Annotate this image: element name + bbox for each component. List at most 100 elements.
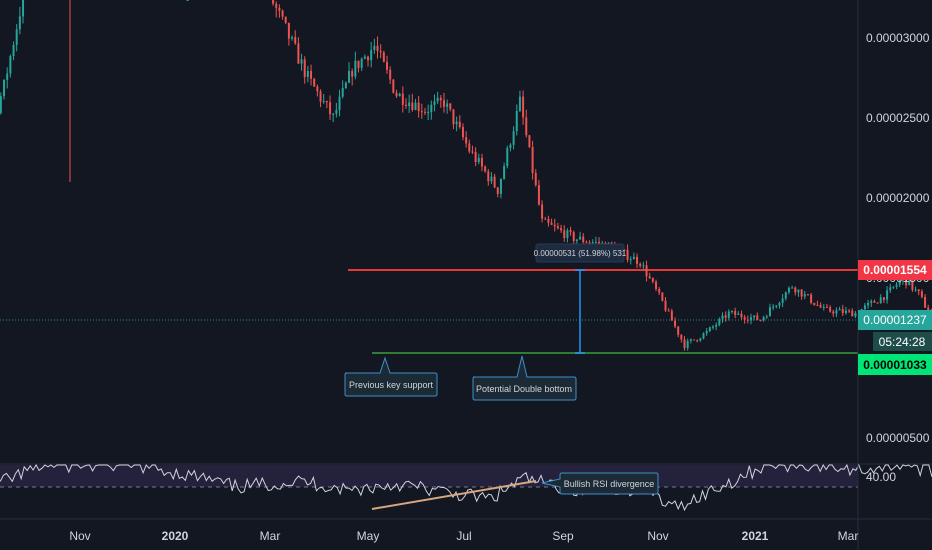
price-candles — [0, 0, 932, 351]
rsi-pane[interactable]: Bullish RSI divergence — [0, 463, 932, 512]
candle — [3, 79, 6, 100]
candle — [838, 306, 841, 311]
price-axis[interactable]: 0.000030000.000025000.000020000.00001500… — [857, 0, 932, 550]
candle — [468, 139, 471, 154]
measure-tool[interactable]: 0.00000531 (51.98%) 531 — [534, 243, 627, 354]
candle — [436, 91, 439, 104]
time-tick-label: Jul — [456, 529, 471, 543]
time-axis[interactable]: Nov 2020 Mar May Jul Sep Nov 2021 Mar — [0, 518, 932, 543]
rsi-axis-label: 40.00 — [866, 470, 896, 484]
candle — [816, 300, 819, 307]
tag-text: 0.00001033 — [863, 358, 927, 372]
candle — [522, 90, 525, 125]
candle — [322, 94, 325, 104]
candle — [924, 294, 927, 309]
candle — [401, 86, 404, 113]
candle — [556, 222, 559, 230]
price-tick-label: 0.00002000 — [866, 191, 930, 205]
candle — [398, 92, 401, 97]
candle — [382, 50, 385, 63]
candle — [329, 95, 332, 120]
candle — [879, 294, 882, 304]
candle — [658, 286, 661, 296]
candle — [408, 94, 411, 113]
candle — [452, 109, 455, 130]
countdown-background — [873, 332, 932, 351]
callout-shape — [344, 356, 438, 397]
candle — [911, 280, 914, 293]
candle — [765, 314, 768, 319]
candle — [515, 104, 518, 136]
candle — [439, 95, 442, 108]
candle — [354, 51, 357, 80]
candle — [582, 233, 585, 245]
time-tick-label: Nov — [69, 529, 90, 543]
candle — [531, 140, 534, 180]
candle — [325, 100, 328, 109]
candle — [642, 261, 645, 270]
candle — [509, 143, 512, 152]
candle — [319, 89, 322, 108]
candle — [310, 64, 313, 86]
candle — [813, 302, 816, 306]
candle — [291, 35, 294, 41]
candle — [395, 89, 398, 98]
candle — [278, 4, 281, 18]
candle — [680, 334, 683, 343]
candle — [474, 147, 477, 167]
candle — [759, 319, 762, 322]
candle — [376, 36, 379, 59]
candle — [724, 311, 727, 322]
tag-text: 0.00001237 — [863, 313, 927, 327]
tag-background — [858, 354, 932, 375]
candle — [287, 22, 290, 46]
candle — [705, 328, 708, 336]
candle — [506, 145, 509, 169]
rsi-line — [0, 463, 932, 512]
candle — [746, 315, 749, 324]
candle — [490, 172, 493, 184]
candle — [389, 66, 392, 85]
candle — [449, 103, 452, 112]
callout-previous-key-support[interactable]: Previous key support — [344, 356, 438, 397]
measure-label-box — [535, 243, 625, 263]
candle — [461, 123, 464, 141]
callout-shape — [472, 355, 577, 401]
candle — [585, 240, 588, 244]
candle — [392, 78, 395, 94]
callout-label: Potential Double bottom — [476, 384, 572, 394]
candle — [360, 57, 363, 72]
resistance-price-tag: 0.00001554 — [858, 260, 932, 280]
candle — [528, 134, 531, 148]
candle — [806, 293, 809, 296]
time-tick-label: Nov — [647, 529, 668, 543]
candle — [689, 338, 692, 344]
candle — [499, 178, 502, 199]
candle — [882, 297, 885, 303]
candle — [338, 89, 341, 117]
candle — [458, 115, 461, 129]
candle — [386, 55, 389, 74]
candle — [737, 311, 740, 315]
candle — [835, 307, 838, 318]
time-tick-label: Sep — [552, 529, 574, 543]
candle — [908, 279, 911, 286]
candle — [854, 310, 857, 319]
callout-rsi-divergence[interactable]: Bullish RSI divergence — [541, 472, 659, 495]
candle — [294, 30, 297, 45]
callout-double-bottom[interactable]: Potential Double bottom — [472, 355, 577, 401]
candle — [503, 162, 506, 180]
candle — [632, 252, 635, 260]
candle — [357, 60, 360, 73]
candle — [566, 228, 569, 243]
candle — [683, 336, 686, 351]
price-pane[interactable]: 0.00000531 (51.98%) 531 Previous key sup… — [0, 0, 932, 401]
candle — [753, 315, 756, 321]
candle — [560, 224, 563, 233]
tag-background — [858, 260, 932, 280]
time-tick-label: Mar — [260, 529, 281, 543]
candle — [787, 286, 790, 295]
candle — [477, 153, 480, 165]
candle — [332, 112, 335, 123]
candle — [794, 286, 797, 296]
